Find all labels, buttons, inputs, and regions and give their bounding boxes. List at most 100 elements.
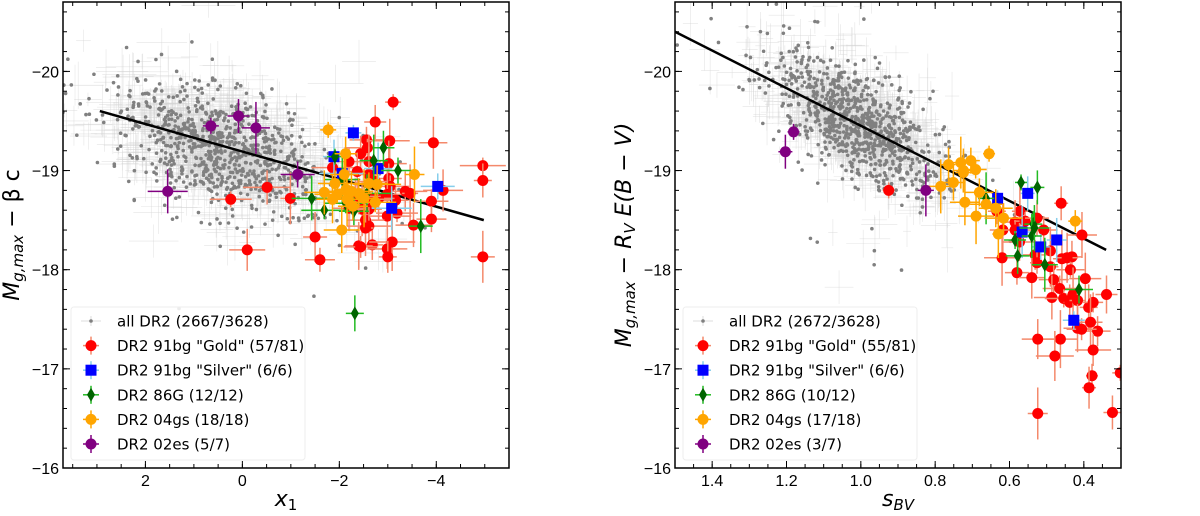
point-all-dr2 bbox=[163, 203, 167, 207]
point-all-dr2 bbox=[244, 161, 248, 165]
point-all-dr2 bbox=[261, 94, 265, 98]
point-02es bbox=[233, 111, 244, 122]
point-all-dr2 bbox=[216, 185, 220, 189]
point-all-dr2 bbox=[291, 216, 295, 220]
point-02es bbox=[250, 122, 261, 133]
point-all-dr2 bbox=[293, 112, 297, 116]
point-all-dr2 bbox=[137, 102, 141, 106]
point-all-dr2 bbox=[176, 116, 180, 120]
point-all-dr2 bbox=[158, 82, 162, 86]
point-all-dr2 bbox=[185, 175, 189, 179]
y-tick-label: −16 bbox=[32, 461, 59, 478]
point-all-dr2 bbox=[185, 185, 189, 189]
point-all-dr2 bbox=[158, 160, 162, 164]
point-all-dr2 bbox=[227, 119, 231, 123]
point-all-dr2 bbox=[200, 221, 204, 225]
point-all-dr2 bbox=[88, 112, 92, 116]
point-all-dr2 bbox=[255, 208, 259, 212]
point-all-dr2 bbox=[180, 165, 184, 169]
point-04gs bbox=[336, 225, 347, 236]
point-all-dr2 bbox=[230, 208, 234, 212]
point-all-dr2 bbox=[224, 180, 228, 184]
point-all-dr2 bbox=[195, 110, 199, 114]
point-all-dr2 bbox=[208, 155, 212, 159]
point-all-dr2 bbox=[287, 137, 291, 141]
point-all-dr2 bbox=[223, 158, 227, 162]
point-gold bbox=[242, 244, 253, 255]
point-all-dr2 bbox=[275, 191, 279, 195]
point-all-dr2 bbox=[200, 87, 204, 91]
point-all-dr2 bbox=[241, 167, 245, 171]
point-all-dr2 bbox=[125, 46, 129, 50]
point-all-dr2 bbox=[160, 53, 164, 57]
point-gold bbox=[314, 254, 325, 265]
point-all-dr2 bbox=[184, 159, 188, 163]
point-all-dr2 bbox=[194, 156, 198, 160]
point-all-dr2 bbox=[169, 181, 173, 185]
point-all-dr2 bbox=[179, 136, 183, 140]
point-all-dr2 bbox=[256, 143, 260, 147]
point-all-dr2 bbox=[179, 78, 183, 82]
point-04gs bbox=[327, 194, 338, 205]
point-all-dr2 bbox=[290, 142, 294, 146]
point-all-dr2 bbox=[189, 124, 193, 128]
point-all-dr2 bbox=[181, 149, 185, 153]
point-all-dr2 bbox=[183, 89, 187, 93]
point-all-dr2 bbox=[256, 151, 260, 155]
point-all-dr2 bbox=[240, 173, 244, 177]
point-all-dr2 bbox=[876, 67, 880, 71]
point-all-dr2 bbox=[257, 195, 261, 199]
point-all-dr2 bbox=[119, 111, 123, 115]
point-gold bbox=[225, 194, 236, 205]
point-all-dr2 bbox=[147, 148, 151, 152]
point-all-dr2 bbox=[164, 144, 168, 148]
point-all-dr2 bbox=[131, 156, 135, 160]
y-tick-label: −18 bbox=[32, 263, 59, 280]
point-all-dr2 bbox=[190, 150, 194, 154]
point-all-dr2 bbox=[211, 114, 215, 118]
point-all-dr2 bbox=[279, 178, 283, 182]
point-all-dr2 bbox=[262, 169, 266, 173]
point-all-dr2 bbox=[253, 174, 257, 178]
point-all-dr2 bbox=[148, 105, 152, 109]
point-all-dr2 bbox=[244, 183, 248, 187]
point-all-dr2 bbox=[239, 84, 243, 88]
point-all-dr2 bbox=[313, 142, 317, 146]
point-all-dr2 bbox=[271, 134, 275, 138]
point-gold bbox=[384, 135, 395, 146]
point-silver bbox=[386, 203, 397, 214]
point-all-dr2 bbox=[164, 115, 168, 119]
point-all-dr2 bbox=[116, 74, 120, 78]
point-all-dr2 bbox=[872, 263, 876, 267]
point-all-dr2 bbox=[263, 150, 267, 154]
point-all-dr2 bbox=[252, 169, 256, 173]
y-label-sub: g,max bbox=[621, 281, 639, 328]
point-all-dr2 bbox=[179, 114, 183, 118]
point-all-dr2 bbox=[159, 102, 163, 106]
point-all-dr2 bbox=[268, 178, 272, 182]
point-all-dr2 bbox=[264, 145, 268, 149]
point-all-dr2 bbox=[175, 151, 179, 155]
point-all-dr2 bbox=[242, 147, 246, 151]
point-all-dr2 bbox=[268, 148, 272, 152]
point-all-dr2 bbox=[289, 118, 293, 122]
point-all-dr2 bbox=[105, 88, 109, 92]
point-all-dr2 bbox=[127, 180, 131, 184]
point-all-dr2 bbox=[200, 91, 204, 95]
point-all-dr2 bbox=[249, 162, 253, 166]
point-all-dr2 bbox=[223, 116, 227, 120]
point-all-dr2 bbox=[283, 166, 287, 170]
point-all-dr2 bbox=[112, 81, 116, 85]
point-all-dr2 bbox=[806, 136, 810, 140]
point-all-dr2 bbox=[127, 94, 131, 98]
point-all-dr2 bbox=[201, 161, 205, 165]
point-all-dr2 bbox=[218, 84, 222, 88]
point-all-dr2 bbox=[226, 186, 230, 190]
point-all-dr2 bbox=[215, 157, 219, 161]
point-all-dr2 bbox=[231, 186, 235, 190]
y-label-rest2: E(B − V) bbox=[612, 123, 637, 224]
x-label-sub: 1 bbox=[288, 496, 298, 512]
point-all-dr2 bbox=[216, 88, 220, 92]
